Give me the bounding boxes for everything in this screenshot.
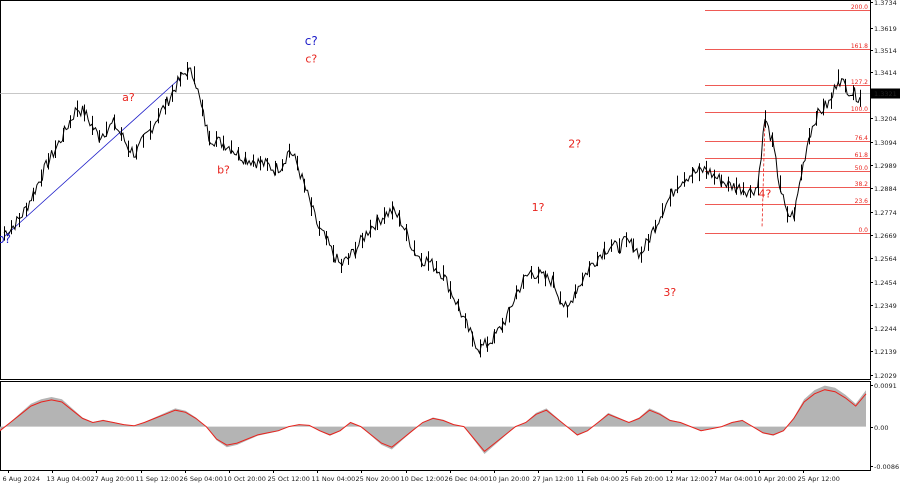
wave-label: c? [305,34,318,48]
wave-annotations: b?a?b?c?c?2?1?4?3?5?1?2?3?4?5?1?2? [0,34,771,299]
dashed-projection [761,123,766,229]
oscillator-axis-label: -0.0086 [874,463,899,471]
main-panel-frame [0,0,871,380]
price-axis-label: 1.3321 [874,90,897,98]
time-axis-label: 10 Oct 20:00 [224,475,266,483]
wave-label: a? [122,91,135,104]
price-axis-label: 1.2564 [874,255,897,263]
oscillator-axis-label: 0.0091 [874,382,897,390]
wave-label: 4? [758,188,771,201]
oscillator-signal-line [0,389,867,452]
price-axis-label: 1.3204 [874,115,897,123]
time-axis-label: 25 Nov 20:00 [356,475,400,483]
price-axis-label: 1.2139 [874,348,897,356]
time-axis-label: 6 Aug 2024 [3,475,41,483]
price-axis-label: 1.2989 [874,162,897,170]
price-axis: 1.3734 1.3619 1.3514 1.3414 1.3321 1.3204 1.30… [870,0,900,380]
time-axis-label: 11 Sep 12:00 [136,475,179,483]
price-axis-label: 1.2669 [874,232,897,240]
oscillator-panel-frame [0,381,871,471]
price-axis-label: 1.3414 [874,69,897,77]
wave-trendline [3,78,180,238]
oscillator-axis-label: 0.00 [874,424,888,432]
fib-level-label: 200.0 [851,4,868,11]
time-axis-label: 25 Oct 12:00 [268,475,310,483]
price-axis-label: 1.2349 [874,302,897,310]
wave-label: 2? [568,137,581,150]
fib-level-label: 127.2 [851,79,868,86]
time-axis-label: 11 Feb 04:00 [577,475,620,483]
price-axis-label: 1.2884 [874,185,897,193]
time-axis-label: 12 Mar 12:00 [666,475,709,483]
time-axis-label: 11 Nov 04:00 [312,475,356,483]
time-axis-label: 10 Apr 20:00 [754,475,796,483]
price-axis-label: 1.3619 [874,25,897,33]
main-price-panel: 200.0 161.8 127.2 100.0 76.4 61.8 50.0 38.2 23.6… [0,0,871,380]
time-axis-label: 10 Jan 20:00 [489,475,530,483]
time-axis-label: 27 Mar 04:00 [710,475,753,483]
fib-level-label: 100.0 [851,106,868,113]
fib-level-label: 50.0 [855,165,869,172]
fib-level-label: 161.8 [851,43,868,50]
time-axis-label: 26 Dec 04:00 [445,475,489,483]
price-axis-label: 1.2244 [874,325,897,333]
time-axis-label: 25 Apr 12:00 [798,475,840,483]
wave-label: b? [0,232,11,246]
time-axis-label: 27 Aug 20:00 [91,475,135,483]
wave-label: c? [305,52,317,65]
price-axis-label: 1.3514 [874,47,897,55]
price-axis-label: 1.3734 [874,0,897,7]
oscillator-panel [0,381,871,471]
price-axis-label: 1.2774 [874,209,897,217]
wave-label: 1? [532,201,545,214]
time-axis: 6 Aug 2024 13 Aug 04:00 27 Aug 20:00 11 Sep… [3,470,840,483]
price-axis-label: 1.2454 [874,279,897,287]
price-axis-label: 1.3094 [874,139,897,147]
price-line [3,67,861,355]
fib-level-label: 23.6 [855,198,869,205]
wave-label: b? [217,164,230,177]
fib-level-label: 38.2 [855,181,869,188]
price-axis-label: 1.2029 [874,372,897,380]
time-axis-label: 25 Feb 20:00 [621,475,664,483]
wave-label: 3? [663,286,676,299]
oscillator-histogram [0,385,866,454]
fib-level-label: 0.0 [858,227,868,234]
time-axis-label: 10 Dec 12:00 [401,475,445,483]
time-axis-label: 27 Jan 12:00 [533,475,574,483]
oscillator-axis: 0.0091 0.00 -0.0086 [870,382,899,471]
time-axis-label: 13 Aug 04:00 [47,475,91,483]
time-axis-label: 26 Sep 04:00 [180,475,223,483]
fib-level-label: 76.4 [855,135,869,142]
current-price-tag [871,88,900,99]
fib-level-label: 61.8 [855,152,869,159]
